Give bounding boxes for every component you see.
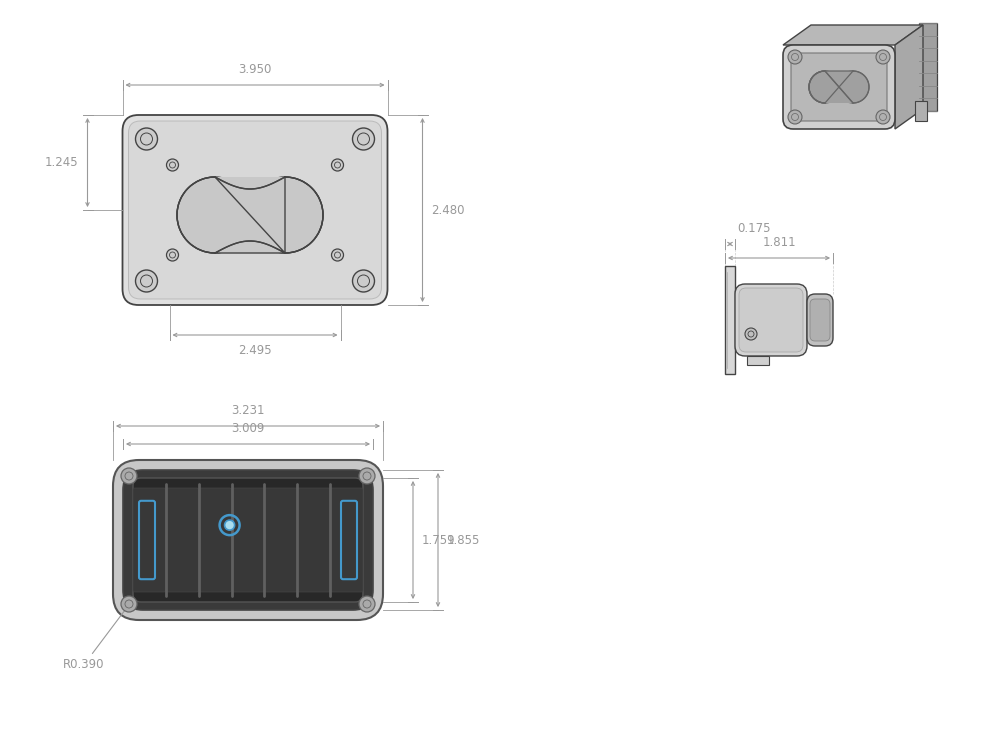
Circle shape (359, 596, 375, 612)
FancyBboxPatch shape (791, 53, 887, 121)
Circle shape (359, 468, 375, 484)
FancyBboxPatch shape (133, 478, 363, 602)
Text: 3.009: 3.009 (231, 422, 265, 435)
FancyBboxPatch shape (783, 45, 895, 129)
Circle shape (332, 159, 344, 171)
FancyBboxPatch shape (330, 488, 363, 592)
Bar (915, 101, 927, 121)
Bar (725, 266, 735, 374)
Circle shape (136, 128, 158, 150)
FancyBboxPatch shape (113, 460, 383, 620)
Circle shape (353, 128, 375, 150)
FancyBboxPatch shape (265, 488, 297, 592)
FancyBboxPatch shape (810, 299, 830, 341)
FancyBboxPatch shape (123, 115, 387, 305)
FancyBboxPatch shape (232, 488, 265, 592)
Circle shape (876, 50, 890, 64)
Text: 2.480: 2.480 (431, 203, 465, 217)
FancyBboxPatch shape (735, 284, 807, 356)
Circle shape (121, 468, 137, 484)
Circle shape (136, 270, 158, 292)
Text: R0.390: R0.390 (63, 605, 129, 672)
FancyBboxPatch shape (297, 488, 330, 592)
Circle shape (788, 50, 802, 64)
Circle shape (225, 520, 235, 530)
Circle shape (166, 159, 178, 171)
Circle shape (247, 177, 323, 253)
FancyBboxPatch shape (133, 488, 165, 592)
Circle shape (353, 270, 375, 292)
Bar (919, 23, 937, 111)
Bar (747, 356, 769, 365)
Text: 2.495: 2.495 (238, 344, 272, 357)
Circle shape (177, 177, 253, 253)
Circle shape (809, 71, 841, 103)
Text: 1.811: 1.811 (762, 236, 796, 249)
Bar (825, 71, 853, 103)
FancyBboxPatch shape (123, 470, 373, 610)
Circle shape (876, 110, 890, 124)
Text: 3.950: 3.950 (238, 63, 272, 76)
Bar (215, 177, 285, 253)
Polygon shape (783, 25, 923, 45)
Text: 1.245: 1.245 (45, 156, 78, 169)
Circle shape (121, 596, 137, 612)
Circle shape (166, 249, 178, 261)
FancyBboxPatch shape (807, 294, 833, 346)
Circle shape (745, 328, 757, 340)
Circle shape (788, 110, 802, 124)
Text: 1.855: 1.855 (447, 533, 481, 547)
Text: 0.175: 0.175 (737, 222, 770, 235)
Circle shape (837, 71, 869, 103)
Polygon shape (895, 25, 923, 129)
FancyBboxPatch shape (199, 488, 232, 592)
FancyBboxPatch shape (129, 121, 382, 299)
Text: 3.231: 3.231 (231, 404, 265, 417)
FancyBboxPatch shape (165, 488, 199, 592)
Circle shape (332, 249, 344, 261)
FancyBboxPatch shape (739, 288, 803, 352)
Text: 1.759: 1.759 (422, 533, 456, 547)
